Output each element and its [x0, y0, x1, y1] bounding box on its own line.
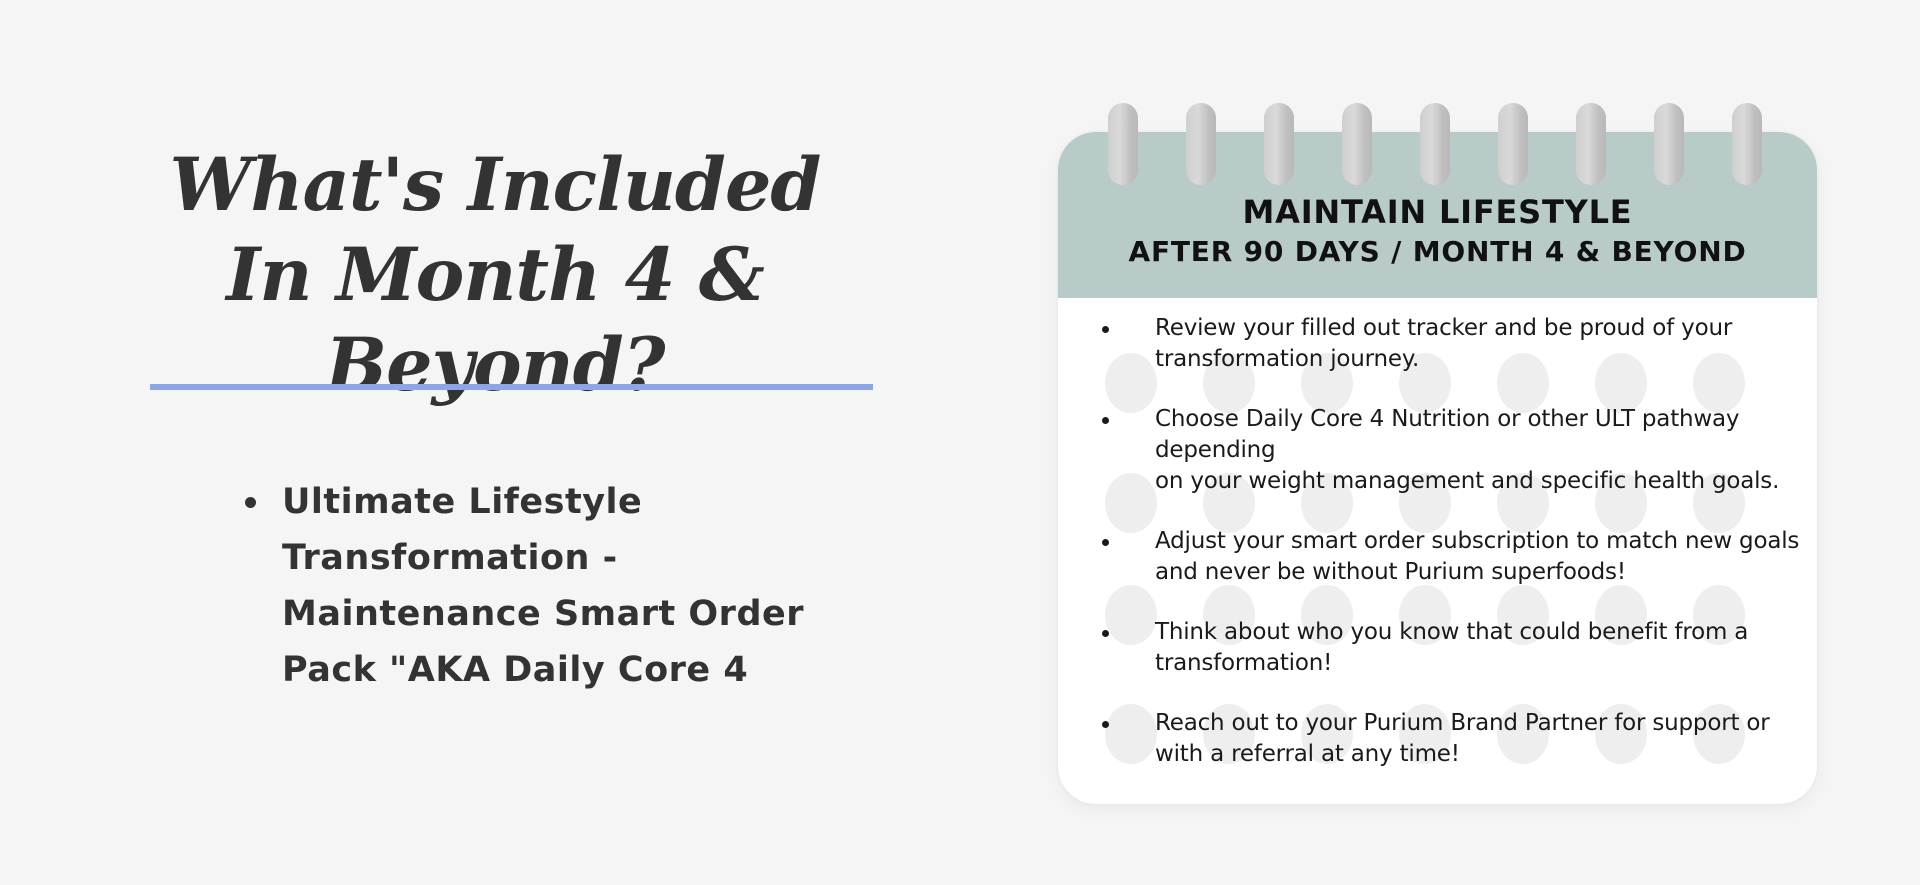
calendar-day-dot: [1203, 353, 1255, 413]
calendar-day-dot: [1595, 704, 1647, 764]
headline-line-2: In Month 4 & Beyond?: [226, 232, 765, 408]
calendar-day-dot: [1203, 473, 1255, 533]
calendar-binder-rings: [1108, 103, 1768, 185]
tip-item: Adjust your smart order subscription to …: [1095, 526, 1815, 588]
binder-ring-icon: [1420, 103, 1450, 185]
calendar-subtitle: AFTER 90 DAYS / MONTH 4 & BEYOND: [1128, 235, 1747, 268]
binder-ring-icon: [1186, 103, 1216, 185]
tip-line: transformation!: [1155, 650, 1333, 676]
calendar-day-dot: [1595, 585, 1647, 645]
calendar-day-dot: [1105, 585, 1157, 645]
tip-line: on your weight management and specific h…: [1155, 468, 1780, 494]
calendar-day-dot: [1497, 473, 1549, 533]
calendar-title: MAINTAIN LIFESTYLE: [1242, 193, 1633, 231]
calendar-day-dot: [1595, 353, 1647, 413]
tip-item: Choose Daily Core 4 Nutrition or other U…: [1095, 404, 1815, 497]
calendar-day-dot: [1595, 473, 1647, 533]
calendar-day-dot: [1301, 473, 1353, 533]
calendar-day-dot: [1105, 473, 1157, 533]
calendar-day-dot: [1399, 704, 1451, 764]
calendar-day-dot: [1105, 353, 1157, 413]
tip-line: and never be without Purium superfoods!: [1155, 559, 1626, 585]
pack-line-4: Pack "AKA Daily Core 4: [282, 650, 749, 690]
page-headline: What's Included In Month 4 & Beyond?: [60, 140, 930, 410]
tip-line: transformation journey.: [1155, 346, 1420, 372]
calendar-day-dot: [1693, 704, 1745, 764]
calendar-day-dot: [1693, 353, 1745, 413]
binder-ring-icon: [1654, 103, 1684, 185]
binder-ring-icon: [1498, 103, 1528, 185]
bullet-icon: [245, 497, 256, 508]
pack-line-3: Maintenance Smart Order: [282, 594, 804, 634]
calendar-card: MAINTAIN LIFESTYLE AFTER 90 DAYS / MONTH…: [1058, 132, 1817, 804]
tip-item: Review your filled out tracker and be pr…: [1095, 313, 1815, 375]
tip-line: Adjust your smart order subscription to …: [1155, 528, 1800, 554]
binder-ring-icon: [1342, 103, 1372, 185]
calendar-day-dot: [1497, 585, 1549, 645]
bullet-icon: [1102, 630, 1109, 637]
calendar-day-dot: [1399, 585, 1451, 645]
headline-line-1: What's Included: [169, 142, 822, 228]
binder-ring-icon: [1264, 103, 1294, 185]
calendar-day-dot: [1203, 704, 1255, 764]
calendar-day-dots: [1105, 353, 1745, 764]
calendar-day-dot: [1497, 704, 1549, 764]
tip-line: Choose Daily Core 4 Nutrition or other U…: [1155, 406, 1740, 432]
tip-line: Review your filled out tracker and be pr…: [1155, 315, 1733, 341]
tip-item: Reach out to your Purium Brand Partner f…: [1095, 708, 1815, 770]
pack-line-1: Ultimate Lifestyle: [282, 482, 643, 522]
tip-line: Think about who you know that could bene…: [1155, 619, 1749, 645]
bullet-icon: [1102, 326, 1109, 333]
pack-line-2: Transformation -: [282, 538, 618, 578]
calendar-tips-list: Review your filled out tracker and be pr…: [1095, 313, 1815, 799]
tip-line: with a referral at any time!: [1155, 741, 1460, 767]
tip-line: Reach out to your Purium Brand Partner f…: [1155, 710, 1770, 736]
calendar-day-dot: [1399, 473, 1451, 533]
tip-item: Think about who you know that could bene…: [1095, 617, 1815, 679]
calendar-day-dot: [1301, 353, 1353, 413]
bullet-icon: [1102, 539, 1109, 546]
binder-ring-icon: [1576, 103, 1606, 185]
calendar-day-dot: [1105, 704, 1157, 764]
bullet-icon: [1102, 417, 1109, 424]
calendar-day-dot: [1693, 585, 1745, 645]
pack-list-item: Ultimate Lifestyle Transformation - Main…: [240, 474, 840, 698]
binder-ring-icon: [1732, 103, 1762, 185]
tip-line: depending: [1155, 437, 1276, 463]
calendar-day-dot: [1497, 353, 1549, 413]
included-pack-list: Ultimate Lifestyle Transformation - Main…: [240, 474, 840, 698]
calendar-day-dot: [1301, 704, 1353, 764]
binder-ring-icon: [1108, 103, 1138, 185]
calendar-day-dot: [1203, 585, 1255, 645]
bullet-icon: [1102, 721, 1109, 728]
calendar-day-dot: [1301, 585, 1353, 645]
headline-divider: [150, 384, 873, 390]
calendar-day-dot: [1399, 353, 1451, 413]
calendar-day-dot: [1693, 473, 1745, 533]
